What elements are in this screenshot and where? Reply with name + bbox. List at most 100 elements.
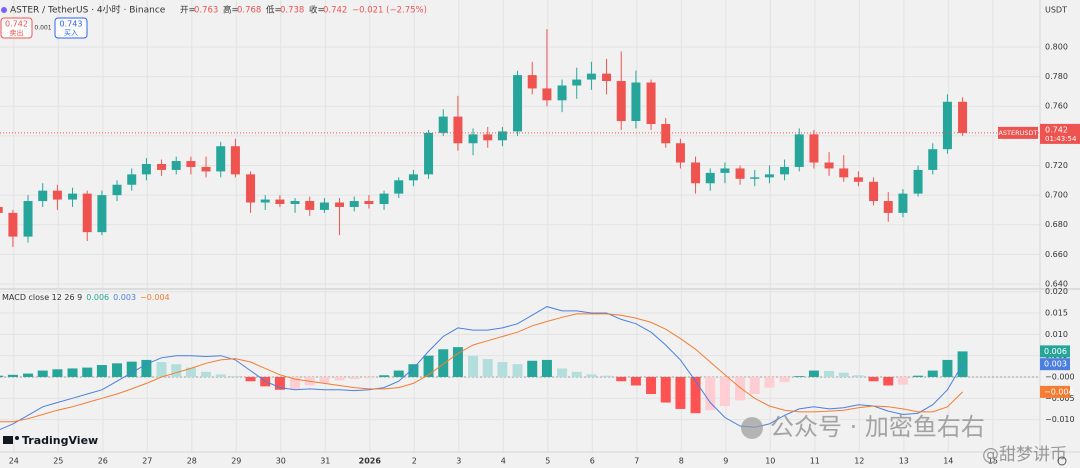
x-tick-label: 10 (765, 457, 775, 466)
candle-body (675, 143, 685, 163)
candle-body (394, 180, 404, 194)
value-tag (1040, 358, 1070, 371)
value-tag (1040, 385, 1070, 398)
candle-body (942, 101, 952, 150)
x-tick-label: 27 (142, 457, 152, 466)
histogram-bar (482, 359, 493, 377)
macd-line (0, 313, 963, 423)
histogram-bar (660, 376, 671, 403)
candle-body (424, 132, 434, 175)
logo-mark (15, 436, 19, 440)
candle-body (928, 149, 938, 170)
candle-body (720, 168, 730, 173)
histogram-bar (512, 364, 523, 377)
candle-body (513, 75, 523, 132)
histogram-bar (690, 376, 701, 414)
countdown: 01:43:54 (1045, 135, 1077, 143)
histogram-bar (452, 347, 463, 377)
y-tick-label: −0.005 (1045, 394, 1075, 403)
x-tick-label: 4 (501, 457, 506, 466)
histogram-bar (468, 355, 479, 377)
candle-body (661, 124, 671, 144)
histogram-bar (586, 374, 597, 377)
candle-body (216, 146, 226, 172)
candle-body (305, 201, 315, 210)
axis: 24 25 26 27 28 29 30 31 2026 2 3 4 5 6 7 8 9 10 11 12 13 14 15… (9, 42, 1080, 466)
histogram-bar (393, 370, 404, 377)
candle-body (349, 201, 359, 207)
quote: 开=0.763 高=0.768 低=0.738 收=0.742 −0.021 (−2.7… (180, 5, 427, 16)
histogram-bar (185, 367, 196, 377)
candle-body (453, 116, 463, 144)
logo: TradingView (3, 434, 98, 447)
candle-body (112, 184, 122, 196)
signal-value: −0.004 (140, 293, 170, 302)
y-tick-label: 0.015 (1045, 309, 1068, 318)
histogram-bar (675, 376, 686, 409)
x-tick-label: 6 (590, 457, 595, 466)
histogram-bar (630, 376, 641, 386)
histogram-bar (942, 359, 953, 377)
candle-body (572, 79, 582, 86)
candle-body (408, 174, 418, 181)
histogram-bar (764, 376, 775, 388)
candle-body (958, 101, 968, 133)
histogram-bar (290, 376, 301, 389)
candle-body (468, 134, 478, 144)
histogram-bar (601, 375, 612, 377)
histogram-bar (438, 349, 449, 377)
brand: TradingView (22, 434, 98, 447)
candle-body (260, 199, 270, 203)
candle-body (913, 169, 923, 194)
histogram-bar (408, 364, 419, 377)
x-tick-label: 14 (943, 457, 953, 466)
histogram-bar (67, 368, 78, 377)
candle-body (290, 201, 300, 204)
x-tick-label: 2 (412, 457, 417, 466)
histogram-bar (897, 376, 908, 385)
x-tick-label: 24 (9, 457, 19, 466)
candle-body (82, 193, 92, 233)
candle-body (869, 181, 879, 202)
spread: 0.001 (34, 25, 51, 32)
sell-button[interactable] (0, 17, 33, 39)
candle-body (127, 174, 137, 185)
histogram-bar (37, 370, 48, 377)
candle-body (497, 131, 507, 141)
x-tick-label: 25 (53, 457, 63, 466)
sell-price[interactable]: 0.742 (5, 20, 28, 29)
y-tick-label: 0.640 (1045, 280, 1068, 289)
candle-body (839, 168, 849, 178)
quote-value: 0.742 (323, 6, 347, 16)
settings-icon[interactable] (1057, 456, 1067, 466)
x-tick-label: 2026 (359, 457, 382, 466)
candle-body (602, 73, 612, 82)
macd-value: 0.003 (113, 293, 136, 302)
histogram-bar (527, 360, 538, 377)
plot (0, 29, 1040, 431)
histogram-bar (749, 376, 760, 395)
candle-body (631, 82, 641, 122)
buy-button[interactable] (54, 17, 88, 39)
candle-body (8, 212, 18, 237)
candle-body (23, 201, 33, 237)
histogram-bar (141, 359, 152, 377)
histogram-bar (868, 376, 879, 382)
histogram-bar (334, 376, 345, 381)
sell-label[interactable]: 卖出 (10, 28, 24, 37)
x-tick-label: 28 (187, 457, 197, 466)
y-tick-label: 0.020 (1045, 287, 1068, 296)
x-tick-label: 15 (988, 457, 998, 466)
candle-body (97, 195, 107, 233)
histogram-bar (883, 376, 894, 386)
buy-label[interactable]: 买入 (64, 29, 78, 37)
histogram-bar (245, 376, 256, 382)
x-tick-label: 8 (679, 457, 684, 466)
candle-body (171, 161, 181, 170)
price-tag (1040, 123, 1080, 144)
quote-value: 0.763 (194, 6, 218, 16)
buy-price[interactable]: 0.743 (60, 20, 83, 29)
x-tick-label: 31 (320, 457, 330, 466)
symbol-tag-label: ASTERUSDT (998, 129, 1037, 137)
